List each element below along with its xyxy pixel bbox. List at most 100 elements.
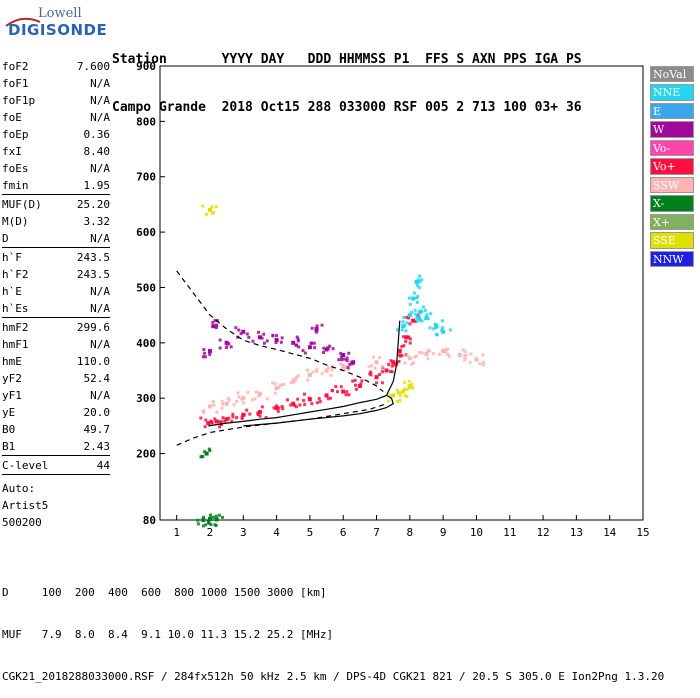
param-value: N/A	[90, 338, 110, 351]
data-point-cluster	[325, 369, 329, 373]
param-value: 243.5	[76, 251, 110, 264]
data-point-cluster	[302, 392, 306, 396]
data-point-cluster	[418, 274, 422, 278]
data-point-cluster	[327, 366, 331, 370]
data-point-cluster	[403, 394, 407, 398]
data-point-cluster	[296, 374, 300, 378]
data-point	[307, 345, 312, 350]
param-value: 243.5	[76, 268, 110, 281]
param-row: fmin 1.95	[2, 177, 110, 194]
data-point-cluster	[322, 350, 326, 354]
data-point-cluster	[232, 403, 236, 407]
data-point	[274, 386, 279, 391]
x-tick-label: 8	[407, 526, 414, 539]
data-point-cluster	[260, 336, 264, 340]
data-point-cluster	[428, 349, 432, 353]
data-point-cluster	[353, 383, 357, 387]
data-point-cluster	[326, 397, 330, 401]
data-point-cluster	[237, 328, 241, 332]
data-point	[291, 340, 296, 345]
data-point-cluster	[446, 347, 450, 351]
data-point-cluster	[221, 416, 225, 420]
data-point-cluster	[208, 517, 212, 521]
data-point	[224, 417, 229, 422]
data-point	[214, 517, 219, 522]
data-point-cluster	[315, 330, 319, 334]
param-name: hmF2	[2, 321, 29, 334]
data-point-cluster	[279, 340, 283, 344]
footer-file-info: CGK21_2018288033000.RSF / 284fx512h 50 k…	[2, 670, 665, 683]
param-row: B1 2.43	[2, 438, 110, 455]
data-point	[341, 364, 346, 369]
data-point	[384, 368, 389, 373]
data-point-cluster	[294, 343, 298, 347]
param-value: 299.6	[76, 321, 110, 334]
plot-frame	[159, 65, 644, 521]
data-point-cluster	[367, 365, 371, 369]
param-row: h`F2 243.5	[2, 266, 110, 283]
data-point-cluster	[401, 335, 405, 339]
param-row: MUF(D) 25.20	[2, 196, 110, 213]
y-tick-label: 600	[136, 226, 156, 239]
data-point-cluster	[418, 351, 422, 355]
data-point-cluster	[340, 355, 344, 359]
param-row: foF2 7.600	[2, 58, 110, 75]
logo-digisonde: DIGISONDE	[8, 21, 108, 39]
data-point-cluster	[463, 357, 467, 361]
data-point-cluster	[306, 368, 310, 372]
data-point-cluster	[275, 404, 279, 408]
param-value: 110.0	[76, 355, 110, 368]
data-point-cluster	[296, 337, 300, 341]
data-point-cluster	[329, 373, 333, 377]
data-point-cluster	[223, 419, 227, 423]
param-name: yF2	[2, 372, 22, 385]
data-point-cluster	[328, 344, 332, 348]
data-point-cluster	[331, 347, 335, 351]
data-point-cluster	[407, 335, 411, 339]
data-point	[204, 451, 209, 456]
data-point-cluster	[342, 357, 346, 361]
data-point-cluster	[211, 320, 215, 324]
param-value: 20.0	[83, 406, 111, 419]
data-point-cluster	[256, 411, 260, 415]
data-point-cluster	[282, 383, 286, 387]
data-point-cluster	[213, 417, 217, 421]
data-point-cluster	[388, 369, 392, 373]
data-point-cluster	[481, 360, 485, 364]
param-value: N/A	[90, 94, 110, 107]
data-point-cluster	[209, 419, 213, 423]
data-point-cluster	[415, 296, 419, 300]
data-point-cluster	[400, 328, 404, 332]
data-point	[201, 518, 206, 522]
param-row: h`E N/A	[2, 283, 110, 300]
param-row: hmF2 299.6	[2, 319, 110, 336]
data-point-cluster	[359, 382, 363, 386]
x-tick-label: 13	[570, 526, 583, 539]
autoscale-info: Auto: Artist5 500200	[2, 480, 110, 531]
data-point-cluster	[343, 367, 347, 371]
data-point-cluster	[448, 328, 452, 332]
param-name: foE	[2, 111, 22, 124]
data-point-cluster	[246, 390, 250, 394]
data-point-cluster	[337, 358, 341, 362]
data-point-cluster	[209, 513, 213, 517]
ionogram-chart: 1 2 3 4 5 6 7 8 9 10 11 12 13 14 158020030040050060070…	[136, 60, 650, 539]
data-point-cluster	[201, 524, 205, 528]
data-point	[474, 357, 479, 362]
legend-item: SSE	[650, 232, 694, 249]
data-point-cluster	[339, 385, 343, 389]
x-tick-label: 1	[173, 526, 180, 539]
param-row: hmF1 N/A	[2, 336, 110, 353]
data-point-cluster	[277, 406, 281, 410]
data-point-cluster	[350, 361, 354, 365]
data-point-cluster	[214, 524, 218, 528]
data-point-cluster	[274, 382, 278, 386]
param-row: foF1 N/A	[2, 75, 110, 92]
data-point-cluster	[369, 373, 373, 377]
param-value: 0.36	[83, 128, 111, 141]
data-point	[214, 419, 219, 424]
data-point-cluster	[251, 339, 255, 343]
data-point-cluster	[265, 339, 269, 343]
data-point-cluster	[225, 345, 229, 349]
x-tick-label: 15	[636, 526, 649, 539]
